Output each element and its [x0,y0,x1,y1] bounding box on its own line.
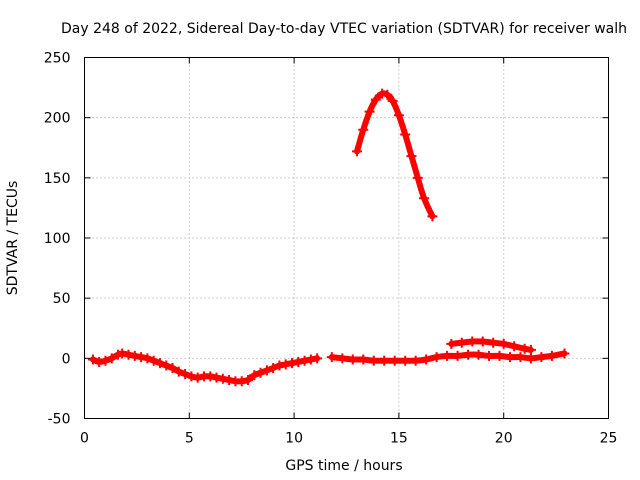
x-tick-label: 5 [185,431,194,447]
data-point-arc-1 [117,348,128,359]
x-tick-label: 15 [390,431,408,447]
data-point-arc-1 [136,352,147,363]
data-point-arc-2 [463,349,474,360]
data-point-arc-4 [446,338,457,349]
data-point-arc-4 [509,341,520,352]
data-point-arc-2 [484,350,495,361]
y-tick-label: 0 [62,351,71,367]
data-point-arc-2 [504,352,515,363]
data-point-arc-3 [406,151,417,162]
data-point-arc-1 [106,353,117,364]
data-point-arc-3 [400,129,411,140]
data-point-arc-3 [364,106,375,117]
data-point-arc-1 [173,366,184,377]
data-point-arc-2 [536,352,547,363]
data-point-arc-1 [299,355,310,366]
data-point-arc-1 [148,355,159,366]
x-axis-label: GPS time / hours [285,458,402,474]
data-point-arc-2 [347,354,358,365]
data-point-arc-2 [442,350,453,361]
data-point-arc-1 [192,372,203,383]
data-point-arc-2 [379,355,390,366]
data-point-arc-3 [370,94,381,105]
data-point-arc-1 [161,360,172,371]
data-point-arc-1 [236,376,247,387]
x-tick-label: 20 [495,431,513,447]
data-point-arc-1 [312,353,323,364]
data-point-arc-3 [351,146,362,157]
tick-layer: 0 5 10 15 20 25 -50 0 50 100 150 200 250 [44,51,618,447]
data-point-arc-1 [305,354,316,365]
data-point-arc-2 [431,352,442,363]
data-point-arc-3 [419,193,430,204]
data-point-arc-2 [515,352,526,363]
data-point-arc-2 [358,354,369,365]
data-point-arc-1 [87,354,98,365]
data-point-arc-4 [456,337,467,348]
data-point-arc-4 [525,344,536,355]
data-point-arc-4 [519,343,530,354]
data-point-arc-1 [154,358,165,369]
data-point-arc-2 [337,353,348,364]
y-tick-label: 200 [44,111,71,127]
data-point-arc-1 [186,371,197,382]
data-point-arc-2 [546,350,557,361]
data-point-arc-4 [477,336,488,347]
data-point-arc-2 [559,348,570,359]
series-layer [87,88,570,387]
data-point-arc-2 [389,355,400,366]
y-tick-label: -50 [48,412,71,428]
data-point-arc-2 [494,350,505,361]
data-point-arc-4 [488,337,499,348]
y-axis-label: SDTVAR / TECUs [5,181,21,296]
y-tick-label: 250 [44,51,71,67]
data-point-arc-1 [249,370,260,381]
data-point-arc-1 [100,355,111,366]
data-point-arc-4 [498,338,509,349]
data-point-arc-2 [452,350,463,361]
data-point-arc-1 [280,359,291,370]
data-point-arc-3 [412,172,423,183]
data-point-arc-2 [326,352,337,363]
data-point-arc-1 [242,374,253,385]
data-point-arc-1 [224,374,235,385]
data-point-arc-1 [217,373,228,384]
data-point-arc-2 [421,354,432,365]
data-point-arc-2 [400,355,411,366]
data-point-arc-3 [387,95,398,106]
data-point-arc-1 [205,371,216,382]
data-point-arc-1 [94,356,105,367]
data-point-arc-1 [268,362,279,373]
data-point-arc-3 [358,124,369,135]
x-tick-label: 10 [285,431,303,447]
data-point-arc-2 [410,355,421,366]
y-tick-label: 100 [44,231,71,247]
data-point-arc-2 [473,349,484,360]
data-point-arc-1 [142,353,153,364]
data-point-arc-1 [255,367,266,378]
data-point-arc-1 [274,360,285,371]
data-point-arc-3 [393,110,404,121]
data-point-arc-1 [261,365,272,376]
data-point-arc-1 [211,372,222,383]
data-point-arc-2 [525,353,536,364]
data-point-arc-1 [180,368,191,379]
chart-title: Day 248 of 2022, Sidereal Day-to-day VTE… [61,21,627,37]
x-tick-label: 25 [600,431,618,447]
data-point-arc-1 [123,349,134,360]
data-point-arc-2 [368,355,379,366]
data-point-arc-1 [293,356,304,367]
x-tick-label: 0 [80,431,89,447]
data-point-arc-3 [427,211,438,222]
y-tick-label: 150 [44,171,71,187]
data-point-arc-1 [287,358,298,369]
data-point-arc-3 [377,88,388,99]
y-tick-label: 50 [53,291,71,307]
data-point-arc-1 [129,350,140,361]
data-point-arc-3 [382,89,393,100]
data-point-arc-4 [467,336,478,347]
data-point-arc-1 [167,362,178,373]
